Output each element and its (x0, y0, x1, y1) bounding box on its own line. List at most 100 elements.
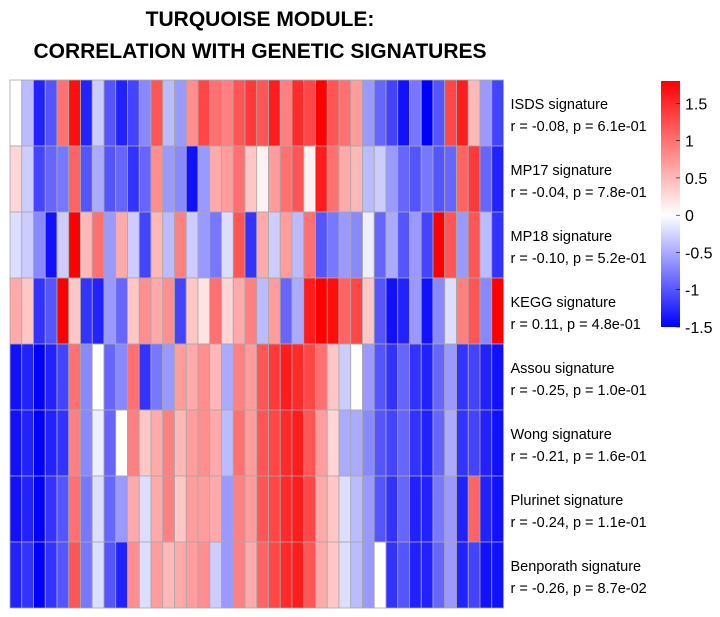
heatmap-cell (409, 343, 422, 411)
color-scale-tick-label: -0.5 (685, 246, 713, 263)
heatmap-cell (162, 145, 175, 213)
heatmap-cell (362, 343, 375, 411)
heatmap-cell (491, 79, 504, 147)
heatmap-cell (338, 475, 352, 543)
heatmap-cell (268, 475, 281, 543)
heatmap-cell (33, 475, 46, 543)
heatmap-cell (338, 211, 352, 279)
heatmap-cell (56, 145, 70, 213)
heatmap-cell (197, 343, 211, 411)
heatmap-cell (197, 475, 211, 543)
heatmap-cell (338, 343, 352, 411)
heatmap-cell (162, 343, 175, 411)
heatmap-cell (80, 475, 93, 543)
heatmap-cell (420, 79, 434, 147)
heatmap-cell (385, 409, 399, 477)
heatmap-cell (115, 475, 128, 543)
heatmap-cell (303, 409, 316, 477)
chart-title-line-2: CORRELATION WITH GENETIC SIGNATURES (33, 40, 487, 63)
heatmap-cell (185, 541, 199, 609)
row-labels: ISDS signature r = -0.08, p = 6.1e-01 MP17… (511, 97, 647, 597)
heatmap-cell (362, 145, 375, 213)
heatmap-cell (68, 79, 81, 147)
heatmap-cell (362, 277, 375, 345)
row-label-name: KEGG signature (511, 295, 617, 311)
heatmap-cell (33, 211, 46, 279)
heatmap-cell (162, 79, 175, 147)
heatmap-cell (185, 79, 199, 147)
heatmap-cell (326, 409, 340, 477)
heatmap-cell (174, 343, 187, 411)
heatmap-cell (9, 541, 23, 609)
heatmap-cell (315, 475, 328, 543)
color-scale-tick-label: 0 (685, 208, 694, 225)
heatmap-cell (115, 145, 128, 213)
heatmap-cell (397, 475, 410, 543)
heatmap-cell (420, 277, 434, 345)
heatmap-cell (373, 145, 387, 213)
row-label-stats: r = -0.04, p = 7.8e-01 (511, 185, 647, 201)
row-label-stats: r = 0.11, p = 4.8e-01 (511, 317, 641, 333)
heatmap-cell (385, 343, 399, 411)
heatmap-cell (491, 277, 504, 345)
heatmap-cell (80, 277, 93, 345)
heatmap-cell (56, 211, 70, 279)
heatmap-cell (162, 475, 175, 543)
heatmap-cell (21, 211, 34, 279)
heatmap-cell (68, 145, 81, 213)
heatmap-cell (103, 211, 117, 279)
heatmap-cell (209, 475, 222, 543)
heatmap-cell (127, 145, 140, 213)
heatmap-cell (44, 541, 58, 609)
heatmap-cell (209, 277, 222, 345)
heatmap-cell (456, 79, 469, 147)
heatmap-cell (150, 541, 164, 609)
heatmap-cell (127, 343, 140, 411)
row-label-stats: r = -0.24, p = 1.1e-01 (511, 515, 647, 531)
heatmap-cell (279, 277, 293, 345)
heatmap-cell (209, 343, 222, 411)
heatmap-cell (80, 409, 93, 477)
color-scale-tick-label: -1.5 (685, 320, 713, 337)
row-label-stats: r = -0.26, p = 8.7e-02 (511, 581, 647, 597)
heatmap-cell (68, 409, 81, 477)
heatmap-cell (185, 475, 199, 543)
heatmap-cell (444, 475, 457, 543)
heatmap-cell (127, 475, 140, 543)
heatmap-cell (185, 211, 199, 279)
heatmap-cell (291, 541, 305, 609)
heatmap-cell (479, 211, 493, 279)
heatmap-cell (479, 541, 493, 609)
heatmap-cell (362, 211, 375, 279)
heatmap-cell (150, 343, 164, 411)
heatmap-cell (385, 145, 399, 213)
heatmap-cell (244, 145, 258, 213)
heatmap-cell (362, 79, 375, 147)
heatmap-cell (456, 541, 469, 609)
heatmap-cell (9, 145, 23, 213)
heatmap-cell (373, 277, 387, 345)
heatmap-cell (103, 277, 117, 345)
heatmap-cell (397, 145, 410, 213)
heatmap-cell (256, 541, 269, 609)
heatmap-cell (350, 541, 363, 609)
heatmap-cell (256, 145, 269, 213)
heatmap-cell (209, 541, 222, 609)
heatmap-cell (232, 343, 246, 411)
heatmap-cell (221, 79, 234, 147)
heatmap-cell (33, 409, 46, 477)
row-label-name: MP18 signature (511, 229, 613, 245)
row-label-stats: r = -0.08, p = 6.1e-01 (511, 119, 647, 135)
heatmap-cell (21, 277, 34, 345)
heatmap-cell (409, 145, 422, 213)
heatmap-cell (432, 145, 446, 213)
heatmap-cell (432, 277, 446, 345)
heatmap-cell (256, 343, 269, 411)
heatmap-cell (397, 79, 410, 147)
heatmap-cell (385, 79, 399, 147)
heatmap-cell (44, 145, 58, 213)
heatmap-cell (162, 409, 175, 477)
heatmap-cell (174, 409, 187, 477)
heatmap-cell (91, 79, 105, 147)
